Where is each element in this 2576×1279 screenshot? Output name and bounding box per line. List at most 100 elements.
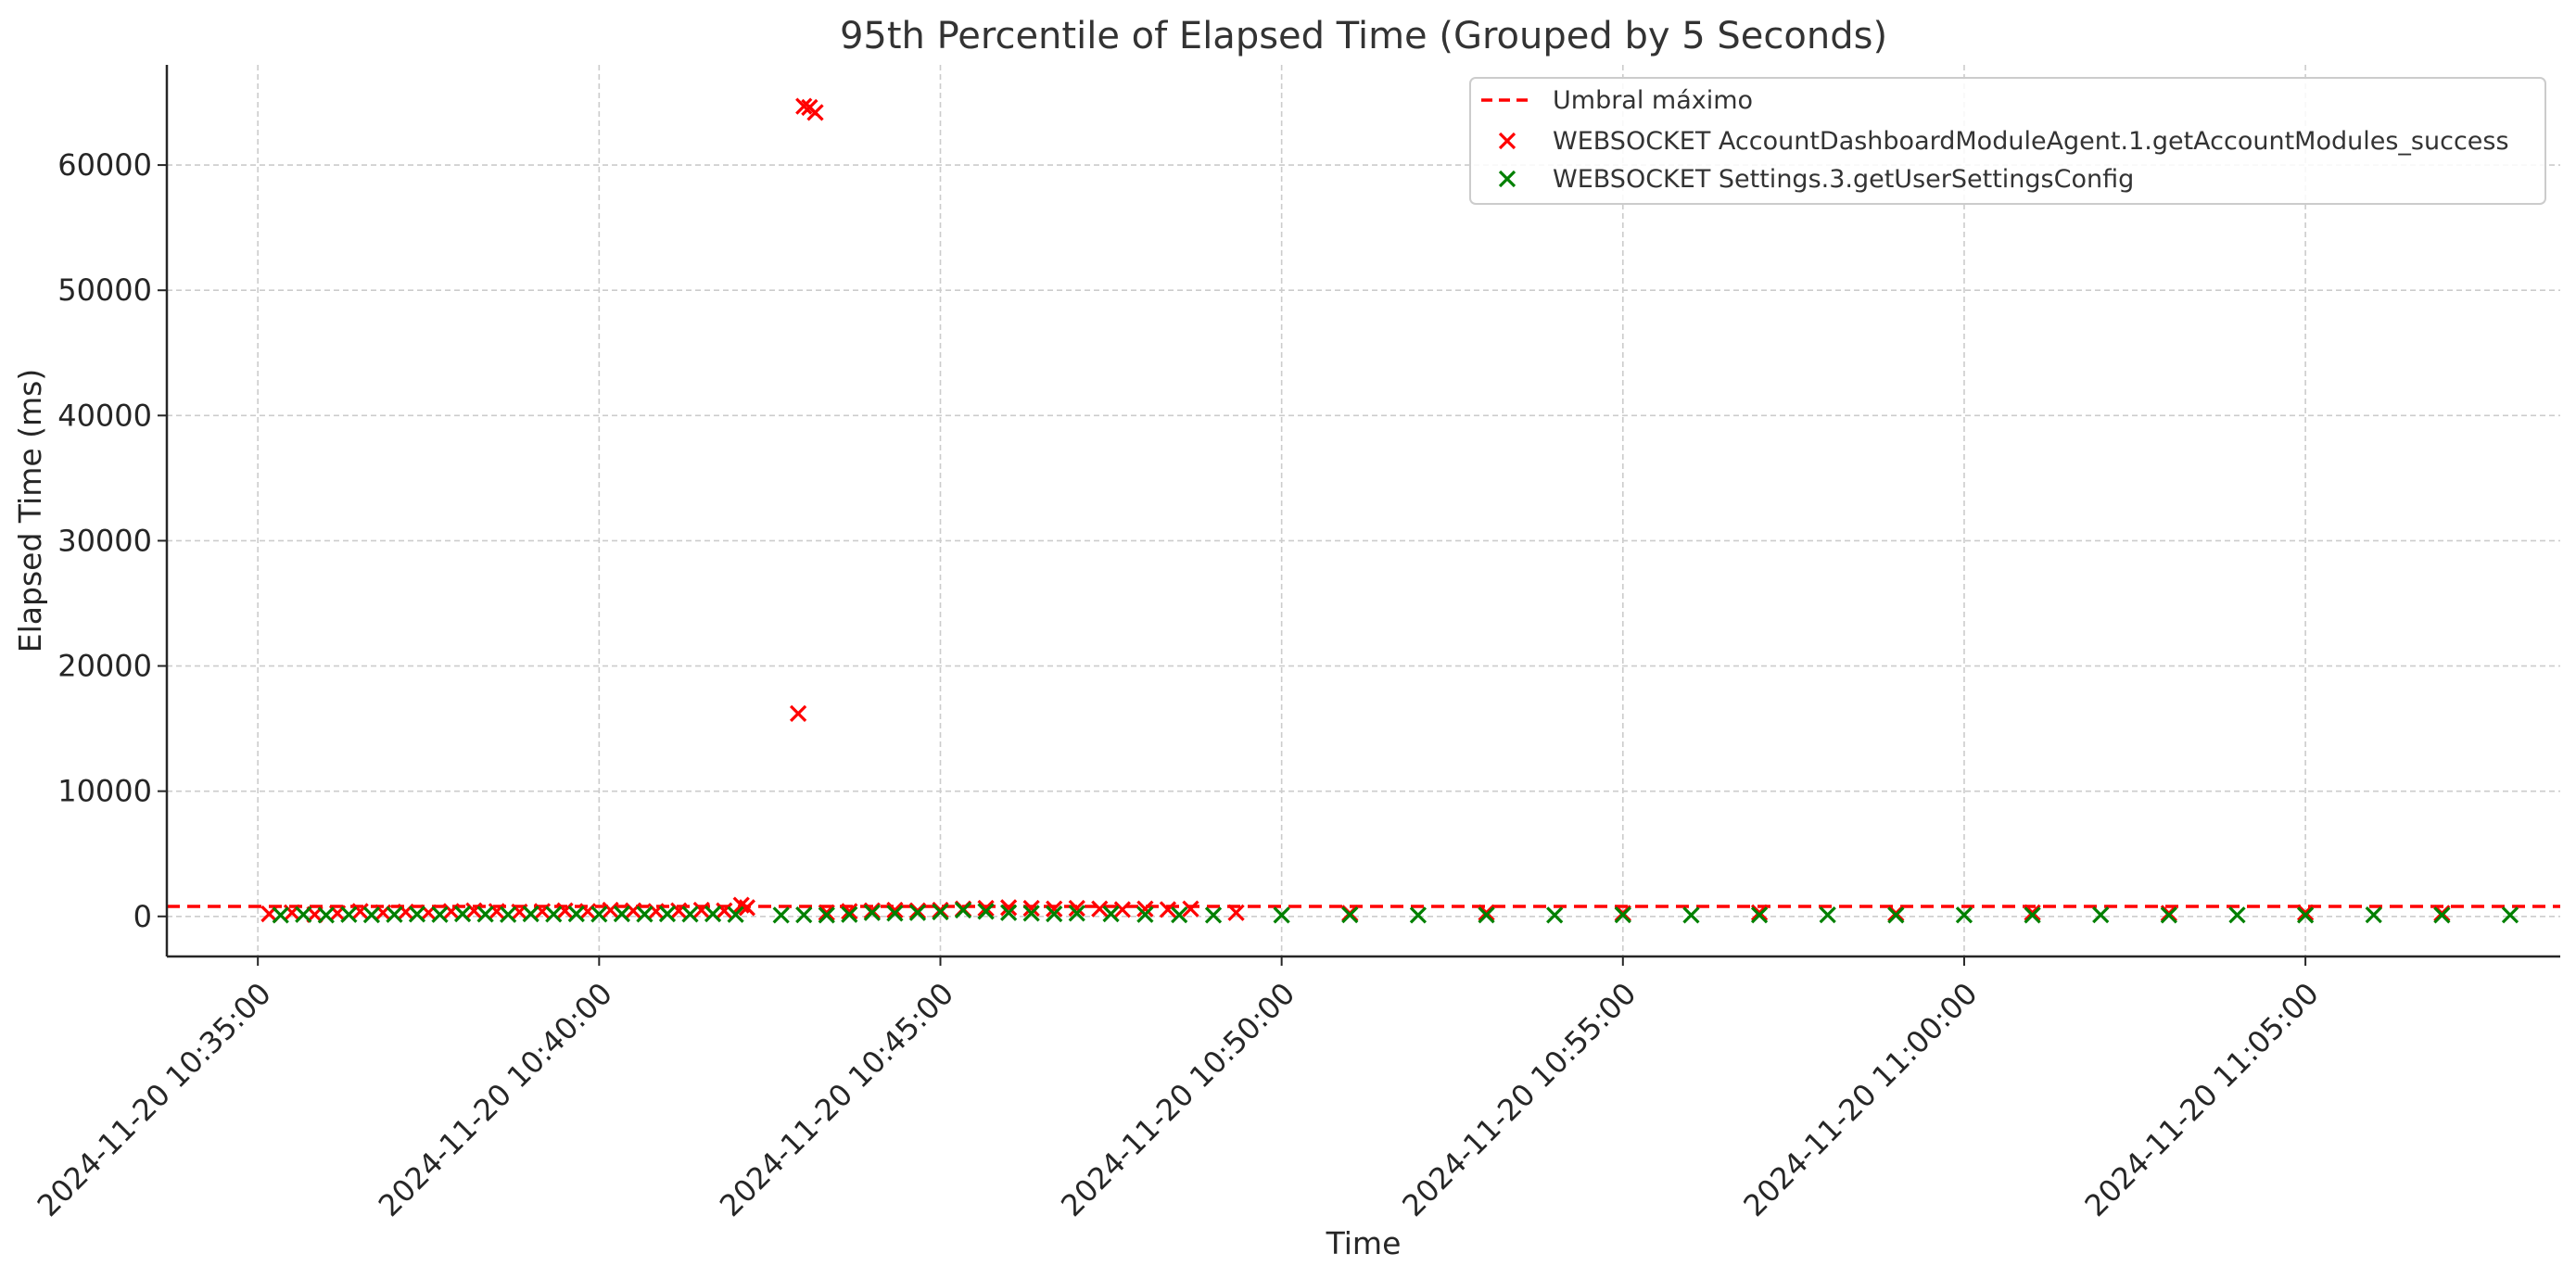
y-axis-label: Elapsed Time (ms) xyxy=(12,369,48,652)
data-point xyxy=(1341,906,1359,924)
data-point xyxy=(2160,906,2177,924)
data-point xyxy=(602,901,619,919)
data-point xyxy=(795,97,813,115)
data-point xyxy=(636,905,654,923)
data-point xyxy=(522,905,539,923)
data-point xyxy=(1113,901,1131,918)
data-point xyxy=(658,905,677,923)
data-point xyxy=(977,903,995,920)
y-tick-label: 0 xyxy=(133,899,152,934)
data-point xyxy=(1614,906,1631,924)
legend-marker xyxy=(1498,170,1516,188)
data-point xyxy=(2365,906,2382,924)
grid xyxy=(167,65,2560,956)
data-point xyxy=(1682,906,1700,924)
data-point xyxy=(863,904,881,921)
data-point xyxy=(932,903,949,921)
data-point xyxy=(738,899,755,917)
data-point xyxy=(692,901,710,919)
data-point xyxy=(408,905,426,923)
data-point xyxy=(2024,904,2041,921)
data-point xyxy=(2433,906,2451,924)
legend-series: WEBSOCKET AccountDashboardModuleAgent.1.… xyxy=(1498,127,2509,194)
series-1 xyxy=(272,901,2519,924)
data-point xyxy=(476,905,494,923)
data-point xyxy=(453,905,472,923)
legend-label: WEBSOCKET AccountDashboardModuleAgent.1.… xyxy=(1553,127,2509,156)
y-ticks: 0 10000 20000 30000 40000 50000 60000 xyxy=(57,147,167,934)
data-point xyxy=(545,905,563,923)
x-axis-label: Time xyxy=(1326,1225,1402,1261)
legend-box xyxy=(1469,77,2546,205)
data-point xyxy=(2296,906,2315,924)
x-tick-label: 2024-11-20 10:55:00 xyxy=(1395,976,1643,1223)
data-point xyxy=(806,104,824,121)
data-point xyxy=(1409,906,1428,924)
data-point xyxy=(704,905,722,923)
data-point xyxy=(841,905,858,923)
data-point xyxy=(613,905,631,923)
series-0 xyxy=(260,97,2451,923)
x-tick-label: 2024-11-20 10:45:00 xyxy=(713,976,960,1223)
data-point xyxy=(340,905,358,923)
data-point xyxy=(1102,905,1120,923)
data-point xyxy=(1159,901,1177,918)
data-point xyxy=(681,905,699,923)
data-point xyxy=(727,905,744,923)
data-point xyxy=(1046,905,1063,923)
data-point xyxy=(1227,904,1245,921)
data-point xyxy=(2228,906,2246,924)
data-point xyxy=(886,901,904,919)
data-point xyxy=(1546,906,1564,924)
y-tick-label: 30000 xyxy=(57,523,152,558)
data-point xyxy=(1204,906,1223,924)
data-point xyxy=(886,905,904,922)
x-tick-label: 2024-11-20 10:40:00 xyxy=(372,976,619,1223)
data-point xyxy=(818,906,835,924)
data-point xyxy=(2024,906,2041,924)
x-tick-label: 2024-11-20 10:50:00 xyxy=(1054,976,1301,1223)
data-point xyxy=(2296,904,2315,921)
data-point xyxy=(954,901,972,919)
y-tick-label: 10000 xyxy=(57,774,152,809)
legend-threshold-label: Umbral máximo xyxy=(1553,86,1753,115)
data-point xyxy=(1046,900,1063,918)
data-point xyxy=(1478,904,1495,921)
data-point xyxy=(431,905,449,923)
data-point xyxy=(789,704,807,723)
y-tick-label: 60000 xyxy=(57,147,152,183)
data-point xyxy=(295,905,312,923)
data-point xyxy=(1750,906,1769,924)
data-point xyxy=(1182,900,1199,918)
chart-title: 95th Percentile of Elapsed Time (Grouped… xyxy=(840,15,1887,57)
data-point xyxy=(1091,900,1109,918)
data-point xyxy=(500,905,517,923)
data-point xyxy=(1955,906,1973,924)
data-point xyxy=(317,906,335,924)
data-point xyxy=(567,905,585,923)
data-point xyxy=(841,903,858,920)
x-tick-label: 2024-11-20 11:00:00 xyxy=(1736,976,1984,1223)
x-tick-label: 2024-11-20 11:05:00 xyxy=(2078,976,2326,1223)
data-point xyxy=(2501,906,2519,924)
data-point xyxy=(977,899,995,918)
data-point xyxy=(999,899,1018,917)
data-point xyxy=(362,906,381,924)
y-tick-label: 50000 xyxy=(57,272,152,308)
data-point xyxy=(1136,900,1154,918)
data-point xyxy=(1273,906,1290,924)
data-point xyxy=(590,905,608,923)
data-point xyxy=(1171,906,1188,924)
y-tick-label: 40000 xyxy=(57,398,152,433)
legend-marker xyxy=(1498,132,1516,150)
x-tick-label: 2024-11-20 10:35:00 xyxy=(31,976,278,1223)
data-point xyxy=(908,904,927,921)
legend: Umbral máximo WEBSOCKET AccountDashboard… xyxy=(1469,77,2546,205)
data-point xyxy=(2092,906,2110,924)
x-ticks: 2024-11-20 10:35:00 2024-11-20 10:40:00 20… xyxy=(31,956,2326,1223)
y-tick-label: 20000 xyxy=(57,649,152,684)
data-point xyxy=(818,904,835,921)
points-layer xyxy=(260,97,2519,924)
